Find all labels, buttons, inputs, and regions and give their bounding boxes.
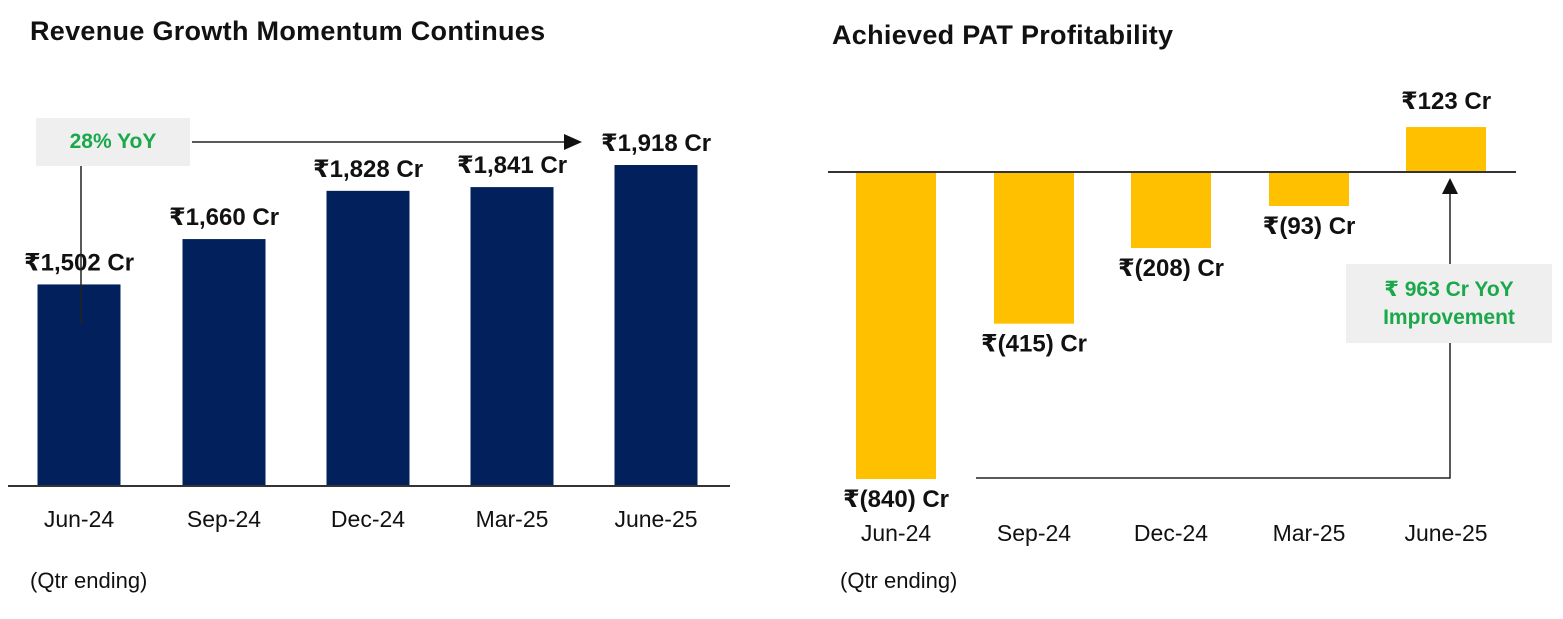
revenue-value-label: ₹1,660 Cr — [169, 204, 279, 231]
yoy-improvement-line2: Improvement — [1383, 306, 1515, 329]
pat-category-label: Sep-24 — [997, 520, 1071, 546]
growth-arrow-head — [564, 134, 582, 150]
revenue-period-note: (Qtr ending) — [30, 568, 148, 593]
revenue-category-label: Mar-25 — [476, 506, 549, 532]
revenue-category-label: Jun-24 — [44, 506, 115, 532]
revenue-chart-title: Revenue Growth Momentum Continues — [30, 16, 546, 46]
pat-category-label: June-25 — [1404, 520, 1487, 546]
revenue-chart-plot: ₹1,502 Cr Jun-24 ₹1,660 Cr Sep-24 ₹1,828 Cr D… — [8, 130, 730, 532]
pat-value-label: ₹(93) Cr — [1263, 213, 1356, 240]
revenue-bar — [470, 187, 554, 487]
pat-bar — [1406, 127, 1486, 172]
pat-bar — [994, 172, 1074, 324]
revenue-value-label: ₹1,828 Cr — [313, 156, 423, 183]
revenue-category-label: Sep-24 — [187, 506, 261, 532]
pat-category-label: Mar-25 — [1273, 520, 1346, 546]
pat-category-label: Jun-24 — [861, 520, 932, 546]
pat-value-label: ₹(840) Cr — [843, 486, 949, 513]
pat-value-label: ₹(415) Cr — [981, 331, 1087, 358]
revenue-value-label: ₹1,918 Cr — [601, 130, 711, 157]
pat-chart-plot: ₹(840) Cr Jun-24 ₹(415) Cr Sep-24 ₹(208) Cr D… — [828, 88, 1516, 546]
pat-chart-title: Achieved PAT Profitability — [832, 20, 1174, 50]
revenue-bar — [37, 284, 121, 486]
pat-value-label: ₹123 Cr — [1401, 88, 1491, 115]
revenue-category-label: June-25 — [614, 506, 697, 532]
revenue-value-label: ₹1,502 Cr — [24, 249, 134, 276]
improvement-arrow-head — [1442, 178, 1458, 194]
pat-category-label: Dec-24 — [1134, 520, 1208, 546]
yoy-improvement-callout: ₹ 963 Cr YoY Improvement — [1346, 264, 1552, 343]
revenue-chart-panel: Revenue Growth Momentum Continues ₹1,502… — [0, 0, 780, 619]
pat-value-label: ₹(208) Cr — [1118, 255, 1224, 282]
pat-bar — [856, 172, 936, 479]
pat-chart-panel: Achieved PAT Profitability ₹(840) Cr Jun-… — [790, 0, 1563, 619]
revenue-bar — [326, 190, 410, 486]
pat-bar — [1131, 172, 1211, 249]
revenue-category-label: Dec-24 — [331, 506, 405, 532]
pat-period-note: (Qtr ending) — [840, 568, 958, 593]
pat-bar — [1269, 172, 1349, 206]
yoy-improvement-line1: ₹ 963 Cr YoY — [1384, 278, 1514, 301]
revenue-value-label: ₹1,841 Cr — [457, 152, 567, 179]
yoy-growth-callout: 28% YoY — [36, 118, 190, 166]
revenue-bar — [182, 239, 266, 486]
revenue-bar — [614, 165, 698, 486]
